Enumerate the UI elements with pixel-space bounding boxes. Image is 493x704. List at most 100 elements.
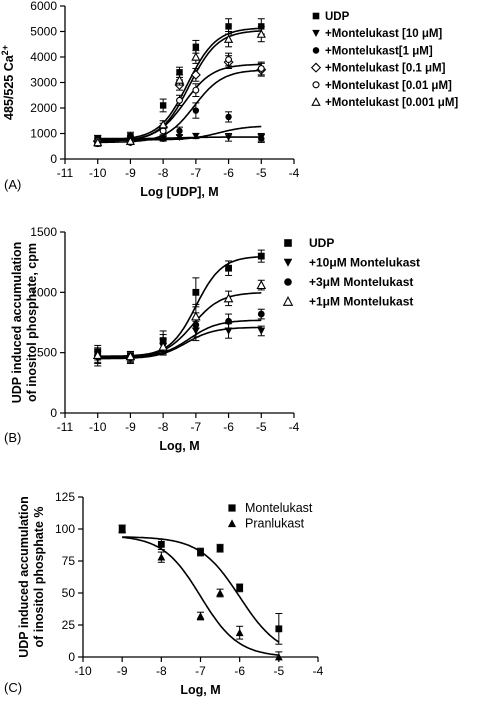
x-tick-label: -10 bbox=[74, 664, 92, 678]
x-tick-label: -5 bbox=[256, 166, 267, 180]
x-axis-title: Log, M bbox=[159, 439, 199, 453]
y-tick-label: 5000 bbox=[30, 25, 57, 39]
y-tick-label: 6000 bbox=[30, 0, 57, 13]
data-point-series-5 bbox=[93, 137, 103, 147]
x-tick-label: -5 bbox=[273, 664, 284, 678]
legend-marker bbox=[312, 12, 320, 20]
fit-curve-0 bbox=[97, 255, 262, 358]
legend-marker bbox=[284, 239, 292, 247]
data-point-series-1 bbox=[118, 525, 127, 533]
data-point-series-5 bbox=[158, 119, 168, 129]
x-axis-title: Log [UDP], M bbox=[140, 185, 218, 199]
legend-label: UDP bbox=[325, 11, 350, 23]
y-axis-title-line: of inositol phosphate % bbox=[32, 507, 46, 648]
y-axis-title-line: of inositol phosphate, cpm bbox=[25, 243, 39, 402]
x-tick-label: -6 bbox=[223, 420, 234, 434]
x-tick-label: -7 bbox=[191, 166, 202, 180]
data-point-series-0 bbox=[275, 625, 283, 633]
data-point-series-1 bbox=[157, 553, 166, 561]
y-tick-label: 0 bbox=[50, 406, 57, 420]
y-axis-title-main: 485/525 Ca bbox=[2, 54, 16, 120]
panel-label: (B) bbox=[4, 430, 21, 445]
y-tick-label: 4000 bbox=[30, 50, 57, 64]
data-point-series-2 bbox=[258, 135, 265, 142]
data-point-series-3 bbox=[223, 293, 234, 303]
data-point-series-0 bbox=[225, 23, 232, 30]
data-point-series-3 bbox=[158, 341, 168, 351]
x-tick-label: -6 bbox=[234, 664, 245, 678]
x-tick-label: -9 bbox=[117, 664, 128, 678]
legend-marker bbox=[227, 519, 237, 528]
x-tick-label: -8 bbox=[158, 420, 169, 434]
fit-curve-4 bbox=[97, 69, 262, 144]
x-tick-label: -10 bbox=[89, 166, 107, 180]
legend-marker bbox=[312, 81, 320, 89]
legend-label: UDP bbox=[309, 236, 334, 250]
data-point-series-2 bbox=[225, 317, 232, 325]
legend-marker bbox=[312, 47, 320, 54]
data-point-series-3 bbox=[256, 280, 267, 290]
legend-label: +10μM Montelukast bbox=[309, 256, 420, 270]
data-point-series-5 bbox=[191, 52, 201, 61]
x-tick-label: -8 bbox=[158, 166, 169, 180]
data-point-series-0 bbox=[197, 548, 204, 556]
data-point-series-0 bbox=[225, 264, 232, 272]
data-point-series-0 bbox=[159, 102, 167, 109]
data-point-series-1 bbox=[196, 612, 205, 620]
data-point-series-0 bbox=[216, 544, 224, 552]
data-point-series-5 bbox=[256, 29, 266, 38]
y-tick-label: 1000 bbox=[30, 285, 57, 299]
y-tick-label: 50 bbox=[62, 586, 76, 600]
data-point-series-4 bbox=[257, 65, 265, 72]
panel-b: -11 -10 -9 -8 -7 -6 -5 -4 0 500 1000 1500 Log, M UDP … bbox=[4, 225, 420, 453]
x-tick-label: -6 bbox=[223, 166, 234, 180]
panel-label: (C) bbox=[4, 680, 22, 695]
x-tick-label: -7 bbox=[191, 420, 202, 434]
data-point-series-0 bbox=[176, 69, 183, 76]
data-point-series-3 bbox=[92, 350, 103, 360]
legend-marker bbox=[311, 97, 321, 106]
y-axis-title: UDP induced accumulationof inositol phos… bbox=[17, 496, 46, 658]
x-tick-label: -8 bbox=[156, 664, 167, 678]
data-point-series-2 bbox=[257, 310, 265, 318]
data-point-series-2 bbox=[192, 107, 200, 114]
data-point-series-4 bbox=[176, 96, 183, 104]
y-tick-label: 0 bbox=[68, 650, 75, 664]
data-point-series-3 bbox=[191, 311, 201, 321]
data-point-series-1 bbox=[175, 134, 184, 142]
panel-label: (A) bbox=[4, 177, 21, 192]
data-point-series-5 bbox=[125, 136, 136, 145]
legend-label: +Montelukast[1 μM] bbox=[325, 45, 433, 57]
data-point-series-0 bbox=[192, 288, 200, 296]
legend-marker bbox=[310, 62, 322, 73]
data-point-series-4 bbox=[192, 86, 200, 94]
data-point-series-2 bbox=[225, 113, 232, 121]
x-axis-title: Log, M bbox=[180, 683, 220, 697]
fit-curve-1 bbox=[97, 326, 262, 360]
y-tick-label: 125 bbox=[55, 490, 75, 504]
y-tick-label: 100 bbox=[55, 522, 75, 536]
x-tick-label: -4 bbox=[313, 664, 324, 678]
legend-label: +1μM Montelukast bbox=[309, 295, 413, 309]
y-tick-label: 75 bbox=[62, 554, 76, 568]
x-tick-label: -11 bbox=[57, 420, 74, 434]
legend-label: +Montelukast [0.01 μM] bbox=[325, 80, 452, 92]
y-tick-label: 1000 bbox=[30, 127, 57, 141]
x-tick-label: -4 bbox=[289, 166, 300, 180]
legend-label: +Montelukast [10 μM] bbox=[325, 28, 442, 40]
data-point-series-1 bbox=[274, 653, 283, 661]
legend-label: +3μM Montelukast bbox=[309, 275, 413, 289]
x-tick-label: -7 bbox=[195, 664, 206, 678]
data-point-series-4 bbox=[159, 127, 167, 135]
data-point-series-0 bbox=[192, 43, 200, 50]
y-axis-title-line: UDP induced accumulation bbox=[17, 496, 31, 658]
x-tick-label: -11 bbox=[57, 166, 74, 180]
y-tick-label: 1500 bbox=[30, 225, 57, 239]
y-tick-label: 500 bbox=[37, 346, 57, 360]
data-point-series-0 bbox=[236, 584, 244, 592]
y-tick-label: 0 bbox=[50, 152, 57, 166]
y-axis-title: 485/525 Ca2+ bbox=[0, 45, 16, 120]
data-point-series-0 bbox=[157, 540, 165, 548]
legend-label: +Montelukast [0.1 μM] bbox=[325, 63, 446, 75]
